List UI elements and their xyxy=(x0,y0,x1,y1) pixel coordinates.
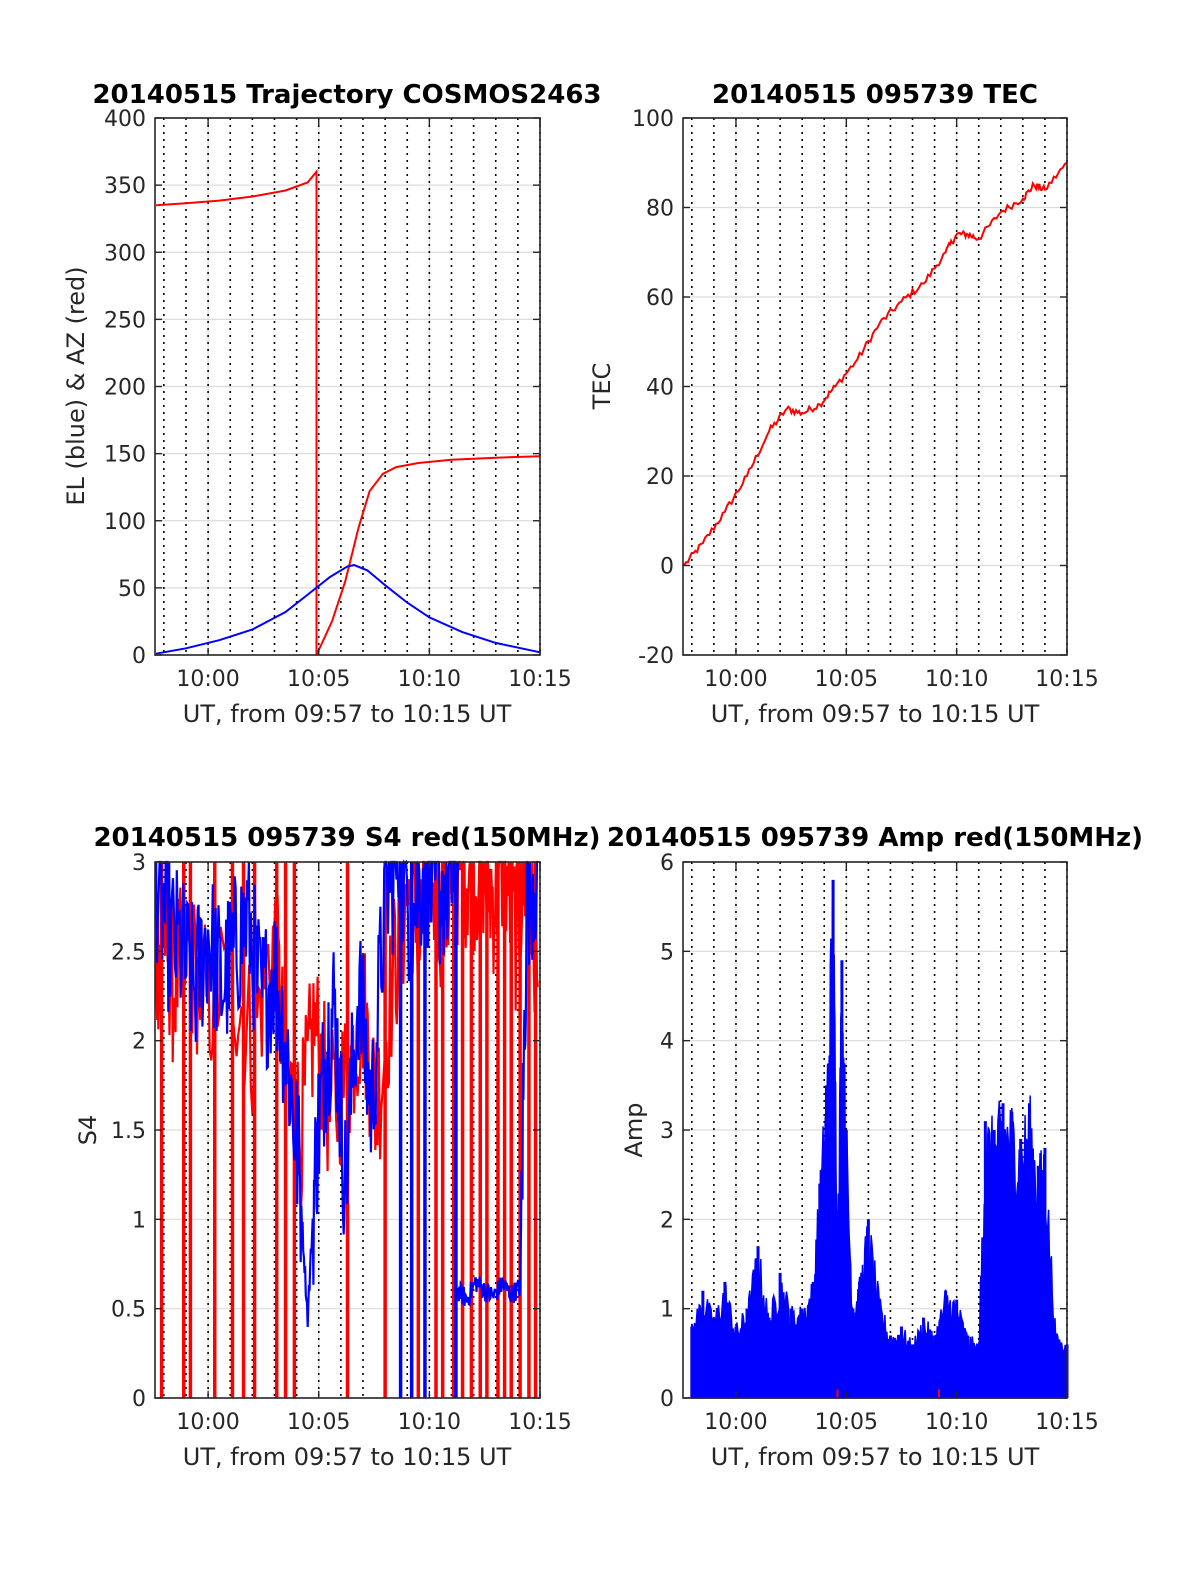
x-tick-label: 10:05 xyxy=(287,667,350,692)
y-axis-label: TEC xyxy=(588,363,616,411)
x-tick-label: 10:00 xyxy=(704,1410,767,1435)
x-axis-label: UT, from 09:57 to 10:15 UT xyxy=(711,1443,1040,1471)
x-tick-label: 10:00 xyxy=(176,667,239,692)
x-tick-label: 10:15 xyxy=(508,1410,571,1435)
y-tick-label: 2 xyxy=(660,1208,674,1233)
chart-title: 20140515 095739 TEC xyxy=(712,80,1038,110)
series-line-1 xyxy=(155,564,541,655)
chart-s4: 20140515 095739 S4 red(150MHz) UT, from … xyxy=(74,823,601,1471)
y-tick-label: 1 xyxy=(660,1298,674,1323)
series-line-1 xyxy=(155,859,460,1328)
y-tick-label: 3 xyxy=(660,1119,674,1144)
y-tick-label: 1 xyxy=(132,1208,146,1233)
x-tick-label: 10:00 xyxy=(176,1410,239,1435)
y-tick-label: 200 xyxy=(104,376,146,401)
x-tick-label: 10:10 xyxy=(925,1410,988,1435)
y-tick-label: 100 xyxy=(104,510,146,535)
y-tick-label: 400 xyxy=(104,107,146,132)
chart-title: 20140515 Trajectory COSMOS2463 xyxy=(92,80,601,110)
x-axis-label: UT, from 09:57 to 10:15 UT xyxy=(183,1443,512,1471)
y-tick-label: 80 xyxy=(646,197,674,222)
y-tick-label: 5 xyxy=(660,940,674,965)
x-tick-label: 10:05 xyxy=(815,1410,878,1435)
x-tick-label: 10:10 xyxy=(398,1410,461,1435)
y-tick-label: 60 xyxy=(646,286,674,311)
x-axis-label: UT, from 09:57 to 10:15 UT xyxy=(183,700,512,728)
y-tick-label: 0.5 xyxy=(111,1298,146,1323)
y-tick-label: 2.5 xyxy=(111,940,146,965)
y-tick-label: 150 xyxy=(104,443,146,468)
x-tick-label: 10:10 xyxy=(925,667,988,692)
y-tick-label: 3 xyxy=(132,851,146,876)
data-layer xyxy=(155,859,539,1398)
axes: 0 50 100 150 200 250 300 350 400 10:00 10:05 10:10 1… xyxy=(104,107,572,692)
series-line-0 xyxy=(156,168,541,656)
chart-amp: 20140515 095739 Amp red(150MHz) UT, from… xyxy=(607,823,1143,1471)
x-tick-label: 10:10 xyxy=(398,667,461,692)
y-tick-label: 1.5 xyxy=(111,1119,146,1144)
axes: -20 0 20 40 60 80 100 10:00 10:05 10:10 10:15 xyxy=(632,107,1099,692)
x-axis-label: UT, from 09:57 to 10:15 UT xyxy=(711,700,1040,728)
chart-title: 20140515 095739 S4 red(150MHz) xyxy=(93,823,600,853)
y-axis-label: Amp xyxy=(620,1102,648,1157)
y-tick-label: 0 xyxy=(660,1387,674,1412)
y-tick-label: 0 xyxy=(132,1387,146,1412)
y-tick-label: 4 xyxy=(660,1030,674,1055)
axes: 0 1 2 3 4 5 6 10:00 10:05 10:10 10:15 xyxy=(660,851,1099,1435)
y-axis-label: S4 xyxy=(74,1115,102,1146)
y-tick-label: 0 xyxy=(660,555,674,580)
data-layer xyxy=(690,879,1069,1399)
y-tick-label: 0 xyxy=(132,644,146,669)
y-tick-label: 6 xyxy=(660,851,674,876)
y-tick-label: -20 xyxy=(638,644,674,669)
x-tick-label: 10:15 xyxy=(1035,667,1098,692)
chart-title: 20140515 095739 Amp red(150MHz) xyxy=(607,823,1143,853)
chart-tec: 20140515 095739 TEC UT, from 09:57 to 10… xyxy=(588,80,1099,728)
axes: 0 0.5 1 1.5 2 2.5 3 10:00 10:05 10:10 10:15 xyxy=(111,851,572,1435)
chart-trajectory: 20140515 Trajectory COSMOS2463 UT, from … xyxy=(62,80,602,728)
data-layer xyxy=(155,168,541,656)
y-tick-label: 20 xyxy=(646,465,674,490)
x-tick-label: 10:05 xyxy=(287,1410,350,1435)
x-tick-label: 10:15 xyxy=(508,667,571,692)
data-layer xyxy=(683,161,1068,566)
y-axis-label: EL (blue) & AZ (red) xyxy=(62,266,90,505)
x-tick-label: 10:15 xyxy=(1035,1410,1098,1435)
x-tick-label: 10:05 xyxy=(815,667,878,692)
y-tick-label: 100 xyxy=(632,107,674,132)
y-tick-label: 350 xyxy=(104,174,146,199)
series-line-0 xyxy=(683,161,1068,566)
y-tick-label: 300 xyxy=(104,241,146,266)
y-tick-label: 2 xyxy=(132,1030,146,1055)
x-tick-label: 10:00 xyxy=(704,667,767,692)
y-tick-label: 50 xyxy=(118,577,146,602)
grid xyxy=(683,117,1068,656)
y-tick-label: 40 xyxy=(646,376,674,401)
series-line-1 xyxy=(457,860,539,1307)
y-tick-label: 250 xyxy=(104,308,146,333)
